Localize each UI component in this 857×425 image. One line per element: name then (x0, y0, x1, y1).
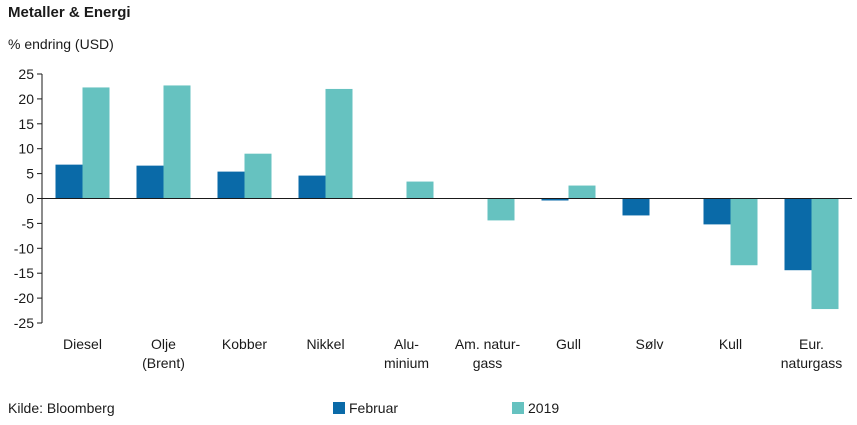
bar-chart: 25 20 15 10 5 0 -5 -10 -15 -20 -25 Diesel Olje (Brent… (14, 66, 852, 371)
bar-2019 (568, 185, 596, 199)
bar-2019 (487, 198, 515, 221)
y-tick-label: 25 (18, 66, 34, 82)
bar-2019 (325, 88, 353, 199)
bar-februar (55, 164, 83, 199)
legend-item-februar: Februar (333, 400, 398, 416)
chart-title: Metaller & Energi (8, 4, 131, 21)
legend-swatch-2019 (512, 402, 524, 414)
bar-februar (622, 198, 650, 216)
x-tick-label: Am. natur- (455, 336, 521, 352)
y-tick-label: 15 (18, 116, 34, 132)
legend-label-februar: Februar (349, 400, 399, 416)
x-tick-label: Diesel (63, 336, 102, 352)
x-tick-label: Eur. (799, 336, 824, 352)
x-tick-label: Olje (151, 336, 176, 352)
y-tick-label: 5 (26, 166, 34, 182)
legend-item-2019: 2019 (512, 400, 559, 416)
bar-februar (784, 198, 812, 271)
bar-2019 (730, 198, 758, 266)
bar-februar (298, 175, 326, 199)
y-tick-label: -10 (14, 240, 34, 256)
y-tick-label: 0 (26, 191, 34, 207)
x-tick-label: minium (384, 355, 429, 371)
legend-label-2019: 2019 (528, 400, 560, 416)
bar-2019 (82, 87, 110, 199)
legend-swatch-februar (333, 402, 345, 414)
x-tick-label: Gull (556, 336, 581, 352)
chart-subtitle: % endring (USD) (8, 36, 114, 52)
bar-februar (703, 198, 731, 225)
bar-2019 (163, 85, 191, 199)
x-tick-label: Alu- (394, 336, 419, 352)
x-tick-label: gass (473, 355, 503, 371)
bar-februar (136, 165, 164, 199)
bar-2019 (811, 198, 839, 310)
bar-februar (541, 198, 569, 201)
x-tick-label: naturgass (781, 355, 842, 371)
x-tick-label: Kull (719, 336, 742, 352)
y-tick-label: -15 (14, 265, 34, 281)
source-note: Kilde: Bloomberg (8, 400, 115, 416)
x-tick-label: Nikkel (306, 336, 344, 352)
x-tick-label: (Brent) (142, 355, 185, 371)
bar-2019 (244, 153, 272, 199)
y-tick-label: 20 (18, 91, 34, 107)
bar-februar (217, 171, 245, 199)
y-tick-label: -5 (22, 215, 35, 231)
y-tick-label: -25 (14, 315, 34, 331)
y-tick-label: -20 (14, 290, 34, 306)
x-tick-label: Sølv (636, 336, 664, 352)
x-tick-label: Kobber (222, 336, 267, 352)
y-tick-label: 10 (18, 141, 34, 157)
bar-2019 (406, 181, 434, 199)
